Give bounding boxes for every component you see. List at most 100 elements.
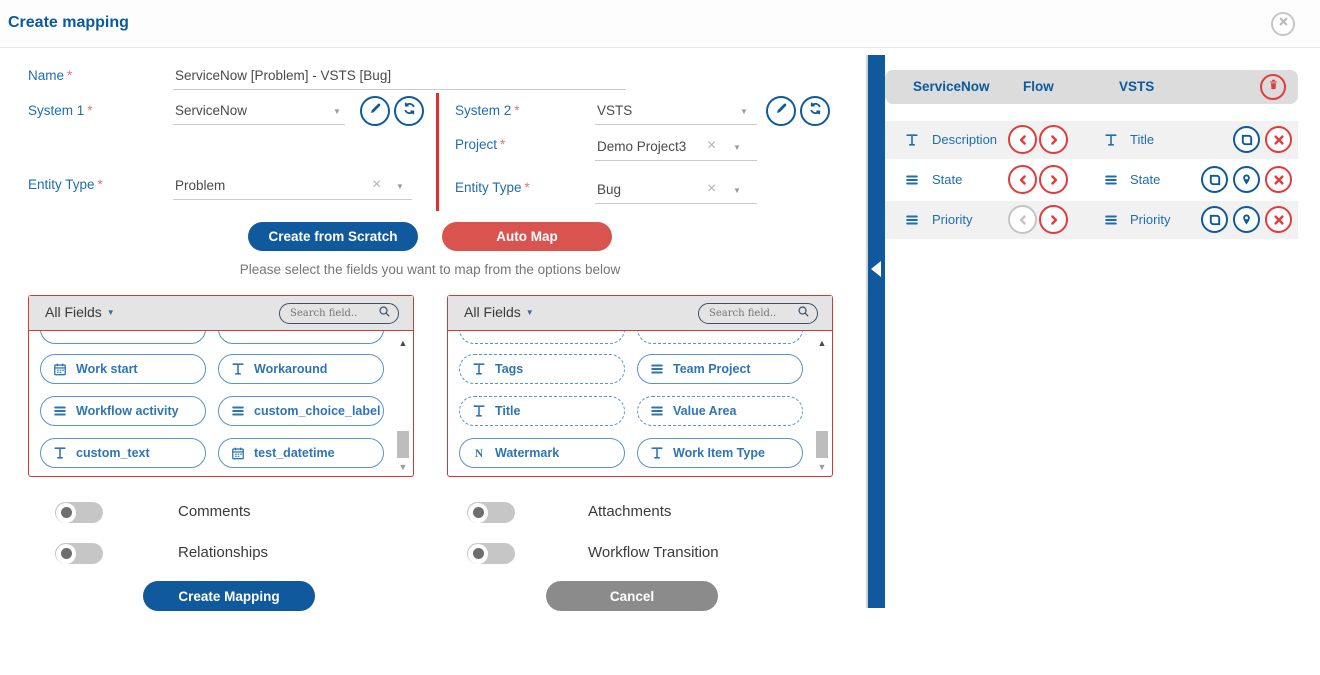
field-chip[interactable]: custom_choice_label [218, 396, 384, 426]
sidebar-divider-bar [868, 55, 885, 608]
flow-right-arrow[interactable] [1039, 125, 1068, 154]
field-chip-partial[interactable] [459, 331, 625, 344]
field-chip[interactable]: Work start [40, 354, 206, 384]
field-chip[interactable]: Workaround [218, 354, 384, 384]
attachments-toggle[interactable] [467, 502, 515, 523]
delete-all-mappings-button[interactable] [1260, 74, 1286, 100]
default-value-icon[interactable] [1201, 206, 1228, 233]
comments-toggle[interactable] [55, 502, 103, 523]
create-from-scratch-button[interactable]: Create from Scratch [248, 222, 418, 251]
create-mapping-button[interactable]: Create Mapping [143, 581, 315, 611]
field-chip-partial[interactable] [218, 331, 384, 344]
cancel-button[interactable]: Cancel [546, 581, 718, 611]
scrollbar: ▲ ▼ [396, 336, 410, 472]
flow-right-arrow[interactable] [1039, 205, 1068, 234]
system2-select[interactable]: VSTS [597, 103, 633, 118]
name-input[interactable]: ServiceNow [Problem] - VSTS [Bug] [175, 68, 392, 83]
remove-mapping-icon[interactable] [1265, 206, 1292, 233]
chevron-down-icon[interactable]: ▼ [333, 107, 341, 116]
field-chip[interactable]: Team Project [637, 354, 803, 384]
comments-toggle-label: Comments [178, 503, 251, 520]
location-icon[interactable] [1233, 206, 1260, 233]
choice-field-icon [231, 404, 245, 418]
clear-icon[interactable]: × [707, 137, 717, 154]
system1-label: System 1 * [28, 103, 93, 118]
default-value-icon[interactable] [1233, 126, 1260, 153]
field-chip-partial[interactable] [40, 331, 206, 344]
scroll-up-icon[interactable]: ▲ [817, 338, 827, 348]
remove-mapping-icon[interactable] [1265, 126, 1292, 153]
close-button[interactable] [1271, 12, 1295, 36]
flow-right-arrow[interactable] [1039, 165, 1068, 194]
system1-select[interactable]: ServiceNow [175, 103, 248, 118]
relationships-toggle-label: Relationships [178, 544, 269, 561]
scrollbar-thumb[interactable] [397, 431, 409, 458]
location-icon[interactable] [1233, 166, 1260, 193]
target-search-box[interactable] [698, 303, 818, 324]
clear-icon[interactable]: × [707, 180, 717, 197]
all-fields-dropdown[interactable]: All Fields ▼ [45, 304, 115, 320]
chevron-down-icon[interactable]: ▼ [396, 182, 404, 191]
chevron-down-icon[interactable]: ▼ [733, 186, 741, 195]
name-underline [173, 89, 626, 90]
caret-down-icon: ▼ [525, 308, 534, 317]
field-chip[interactable]: custom_text [40, 438, 206, 468]
source-fields-panel: All Fields▼ ▲ ▼ Work start Workaround Work… [28, 295, 414, 477]
edit-system1-button[interactable] [360, 96, 390, 126]
edit-system2-button[interactable] [766, 96, 796, 126]
text-field-icon [1104, 133, 1118, 147]
field-chip-label: custom_choice_label [254, 404, 381, 418]
entity-type1-label: Entity Type * [28, 177, 103, 192]
target-field-name: State [1130, 172, 1161, 187]
search-input[interactable] [709, 308, 797, 319]
scroll-down-icon[interactable]: ▼ [817, 462, 827, 472]
sidebar-collapse-arrow[interactable] [871, 261, 881, 277]
all-fields-dropdown[interactable]: All Fields ▼ [464, 304, 534, 320]
clear-icon[interactable]: × [372, 176, 382, 193]
field-chip[interactable]: Work Item Type [637, 438, 803, 468]
flow-left-arrow[interactable] [1008, 205, 1037, 234]
helper-text: Please select the fields you want to map… [239, 262, 621, 277]
target-fields-panel: All Fields▼ ▲ ▼ Tags Team Project Title Val… [447, 295, 833, 477]
search-input[interactable] [290, 308, 378, 319]
chevron-down-icon[interactable]: ▼ [733, 143, 741, 152]
field-chip[interactable]: Workflow activity [40, 396, 206, 426]
auto-map-button[interactable]: Auto Map [442, 222, 612, 251]
field-chip-label: Workflow activity [76, 404, 179, 418]
system2-label: System 2 * [455, 103, 520, 118]
source-panel-header: All Fields ▼ [29, 296, 413, 331]
scroll-down-icon[interactable]: ▼ [398, 462, 408, 472]
choice-field-icon [1104, 173, 1118, 187]
refresh-system2-button[interactable] [800, 96, 830, 126]
field-chip-label: Value Area [673, 404, 737, 418]
field-chip[interactable]: test_datetime [218, 438, 384, 468]
pencil-icon [774, 101, 789, 121]
scrollbar-thumb[interactable] [816, 431, 828, 458]
field-chip[interactable]: Tags [459, 354, 625, 384]
field-chip[interactable]: N Watermark [459, 438, 625, 468]
datetime-field-icon [53, 362, 67, 376]
flow-left-arrow[interactable] [1008, 165, 1037, 194]
scroll-up-icon[interactable]: ▲ [398, 338, 408, 348]
entity-type2-select[interactable]: Bug [597, 182, 622, 197]
field-chip[interactable]: Value Area [637, 396, 803, 426]
default-value-icon[interactable] [1201, 166, 1228, 193]
source-field-name: Priority [932, 212, 973, 227]
flow-left-arrow[interactable] [1008, 125, 1037, 154]
relationships-toggle[interactable] [55, 543, 103, 564]
workflow-transition-toggle[interactable] [467, 543, 515, 564]
source-search-box[interactable] [279, 303, 399, 324]
choice-field-icon [905, 213, 919, 227]
field-chip[interactable]: Title [459, 396, 625, 426]
remove-mapping-icon[interactable] [1265, 166, 1292, 193]
mapping-row: Description Title [885, 121, 1298, 159]
field-chip-partial[interactable] [637, 331, 803, 344]
entity-type1-select[interactable]: Problem [175, 178, 226, 193]
close-icon [1277, 15, 1290, 33]
project-select[interactable]: Demo Project3 [597, 139, 687, 154]
dialog-header: Create mapping [0, 0, 1320, 48]
chevron-down-icon[interactable]: ▼ [740, 107, 748, 116]
workflow-transition-toggle-label: Workflow Transition [588, 544, 719, 561]
refresh-system1-button[interactable] [394, 96, 424, 126]
